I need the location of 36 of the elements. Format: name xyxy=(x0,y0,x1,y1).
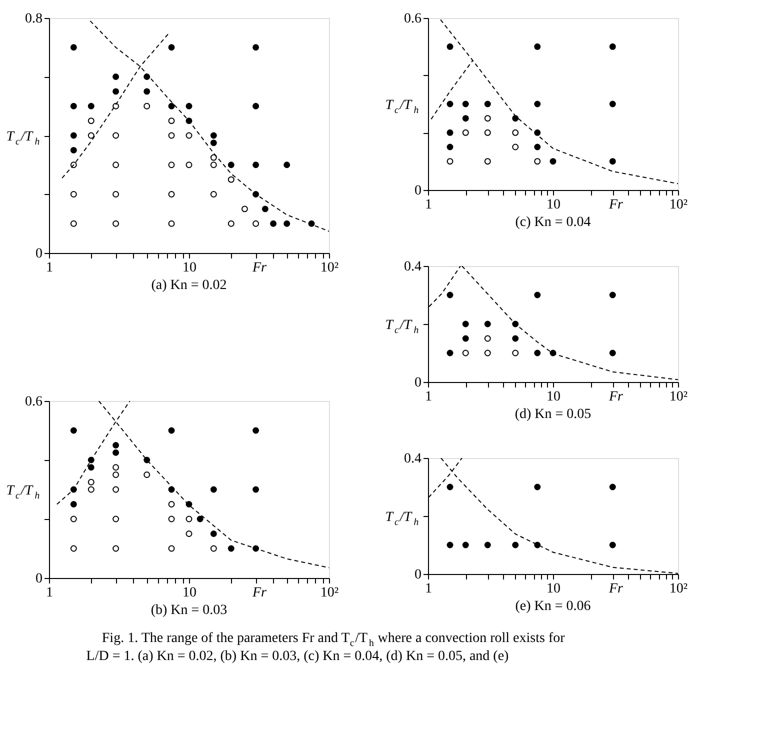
y-tick-label: 0.8 xyxy=(25,12,42,26)
y-tick-label: 0 xyxy=(414,568,422,582)
x-axis-title: Fr xyxy=(608,198,624,212)
y-tick-label: 0 xyxy=(414,184,422,198)
x-tick-label: 1 xyxy=(425,390,432,404)
x-tick-label: 1 xyxy=(425,198,432,212)
x-axis-title: Fr xyxy=(252,260,268,276)
y-tick-label: 0 xyxy=(36,246,42,262)
text: (e) Kn = 0.06 xyxy=(515,599,591,614)
x-tick-label: 10 xyxy=(546,198,560,212)
text: (b) Kn = 0.03 xyxy=(150,603,228,618)
x-axis-title: Fr xyxy=(608,390,624,404)
x-axis-title: Fr xyxy=(608,582,624,596)
x-tick-label: 10² xyxy=(669,390,688,404)
x-tick-label: 10 xyxy=(546,390,560,404)
x-axis-title: Fr xyxy=(252,586,268,600)
x-tick-label: 1 xyxy=(46,586,53,600)
y-tick-label: 0.6 xyxy=(25,394,42,410)
text: (d) Kn = 0.05 xyxy=(514,407,592,422)
text: (c) Kn = 0.04 xyxy=(515,215,591,230)
x-tick-label: 10² xyxy=(320,586,339,600)
x-tick-label: 10² xyxy=(669,198,688,212)
x-tick-label: 10 xyxy=(182,260,196,276)
text: L/D = 1. (a) Kn = 0.02, (b) Kn = 0.03, (c) Kn = 0.04, (d) Kn = 0.05, and (e) xyxy=(86,649,510,664)
text: (a) Kn = 0.02 xyxy=(151,278,227,293)
y-tick-label: 0.4 xyxy=(404,260,422,274)
y-tick-label: 0 xyxy=(414,376,422,390)
x-tick-label: 10² xyxy=(669,582,688,596)
x-tick-label: 1 xyxy=(425,582,432,596)
y-tick-label: 0.4 xyxy=(404,452,422,466)
y-tick-label: 0 xyxy=(36,572,42,586)
x-tick-label: 10 xyxy=(182,586,196,600)
x-tick-label: 1 xyxy=(46,260,53,276)
x-tick-label: 10 xyxy=(546,582,560,596)
x-tick-label: 10² xyxy=(320,260,339,276)
y-tick-label: 0.6 xyxy=(404,12,422,26)
